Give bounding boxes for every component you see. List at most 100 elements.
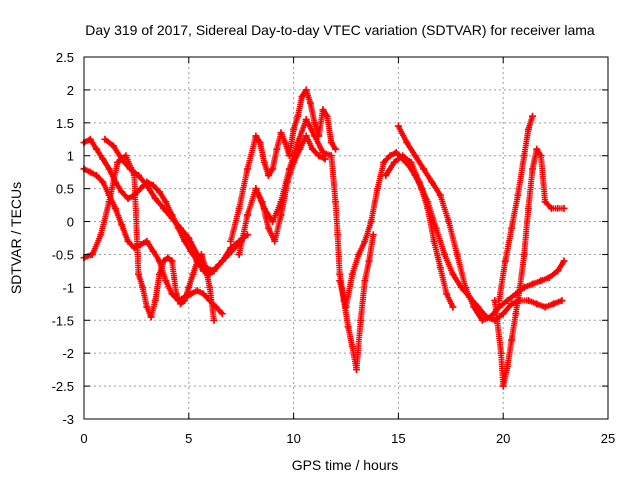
data-point-track6 [344, 323, 352, 331]
data-point-track8 [373, 185, 381, 193]
data-point-track1 [105, 165, 113, 173]
data-point-track12 [529, 112, 537, 120]
data-point-track9 [491, 316, 499, 324]
data-point-track7 [308, 145, 316, 153]
x-tick-label: 5 [185, 431, 192, 446]
data-point-track4 [151, 195, 159, 203]
data-point-track9 [415, 178, 423, 186]
data-point-track2 [199, 290, 207, 298]
data-point-track10 [403, 139, 411, 147]
data-point-track8 [424, 204, 432, 212]
data-point-track7 [264, 224, 272, 232]
data-point-track7 [252, 185, 260, 193]
data-point-track11 [547, 204, 555, 212]
data-point-track3 [143, 303, 151, 311]
data-point-track5 [311, 119, 319, 127]
data-point-track10 [420, 165, 428, 173]
y-tick-label: 2.5 [56, 50, 74, 65]
data-point-track12 [520, 152, 528, 160]
data-point-track6 [336, 270, 344, 278]
x-tick-label: 25 [601, 431, 615, 446]
data-point-track5 [256, 139, 264, 147]
data-point-track9 [508, 300, 516, 308]
data-point-track3 [176, 300, 184, 308]
x-axis-ticks: 0 5 10 15 20 25 [80, 57, 615, 446]
data-point-track11 [508, 336, 516, 344]
data-point-track12 [524, 125, 532, 133]
data-point-track7 [258, 198, 266, 206]
data-point-track1 [187, 247, 195, 255]
marker-cloud [81, 86, 567, 390]
data-point-track11 [497, 349, 505, 357]
data-point-track11 [503, 362, 511, 370]
data-point-track8 [367, 218, 375, 226]
data-point-track10 [503, 297, 511, 305]
x-tick-label: 0 [80, 431, 87, 446]
chart-title: Day 319 of 2017, Sidereal Day-to-day VTE… [85, 22, 595, 38]
data-point-track7 [315, 152, 323, 160]
data-point-track5 [227, 237, 235, 245]
data-point-track9 [441, 250, 449, 258]
data-point-track1 [225, 250, 233, 258]
data-point-track8 [386, 152, 394, 160]
data-point-track12 [501, 257, 509, 265]
data-point-track7 [321, 155, 329, 163]
data-point-track8 [436, 264, 444, 272]
data-point-track5 [298, 92, 306, 100]
data-point-track5 [302, 86, 310, 94]
y-tick-label: -3 [62, 412, 74, 427]
data-point-track10 [554, 267, 562, 275]
data-point-track10 [545, 273, 553, 281]
data-point-track6 [352, 366, 360, 374]
data-point-track2 [105, 191, 113, 199]
data-point-track7 [277, 211, 285, 219]
data-point-track2 [193, 287, 201, 295]
data-point-track3 [97, 231, 105, 239]
data-point-track8 [361, 237, 369, 245]
data-point-track10 [394, 122, 402, 130]
data-point-track10 [537, 277, 545, 285]
data-point-track4 [218, 257, 226, 265]
data-point-track7 [283, 178, 291, 186]
data-point-track4 [235, 237, 243, 245]
data-point-track1 [124, 195, 132, 203]
y-tick-label: 1 [67, 149, 74, 164]
data-point-track9 [558, 297, 566, 305]
data-point-track2 [137, 241, 145, 249]
data-point-track4 [202, 264, 210, 272]
y-tick-label: -1.5 [52, 313, 74, 328]
y-tick-label: 1.5 [56, 116, 74, 131]
data-point-track6 [294, 139, 302, 147]
data-point-track4 [227, 244, 235, 252]
data-point-track3 [147, 313, 155, 321]
data-point-track1 [137, 185, 145, 193]
data-point-track1 [86, 135, 94, 143]
data-point-track1 [181, 237, 189, 245]
data-point-track11 [533, 145, 541, 153]
data-point-track9 [466, 293, 474, 301]
data-point-track11 [516, 283, 524, 291]
data-point-track10 [453, 250, 461, 258]
data-point-track4 [168, 214, 176, 222]
data-point-track3 [114, 158, 122, 166]
x-tick-label: 15 [391, 431, 405, 446]
data-point-track5 [294, 112, 302, 120]
data-point-track6 [361, 277, 369, 285]
data-point-track5 [290, 125, 298, 133]
data-point-track6 [365, 257, 373, 265]
data-point-track8 [430, 237, 438, 245]
data-point-track12 [514, 191, 522, 199]
data-point-track8 [417, 185, 425, 193]
data-point-track5 [243, 165, 251, 173]
data-point-track11 [529, 165, 537, 173]
data-point-track7 [271, 237, 279, 245]
x-tick-label: 10 [286, 431, 300, 446]
data-point-track10 [478, 316, 486, 324]
data-point-track2 [162, 277, 170, 285]
y-tick-label: -2.5 [52, 379, 74, 394]
data-point-track8 [342, 303, 350, 311]
data-point-track8 [336, 277, 344, 285]
data-point-track12 [508, 224, 516, 232]
data-point-track2 [118, 221, 126, 229]
